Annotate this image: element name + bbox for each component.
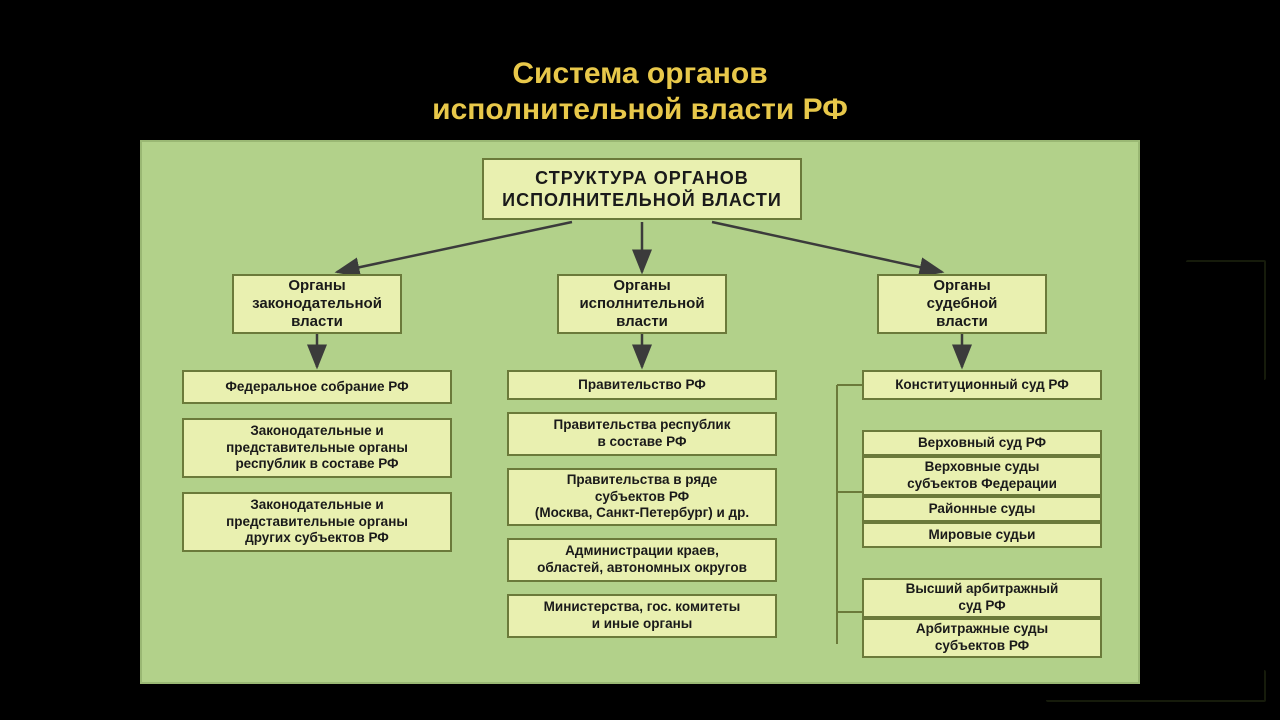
leaf-exec-0: Правительство РФ [507, 370, 777, 400]
branch-executive: Органы исполнительной власти [557, 274, 727, 334]
root-line1: СТРУКТУРА ОРГАНОВ [535, 167, 749, 190]
leaf-exec-4: Министерства, гос. комитеты и иные орган… [507, 594, 777, 638]
slide-title: Система органов исполнительной власти РФ [0, 0, 1280, 136]
leaf-jud-b0: Верховный суд РФ [862, 430, 1102, 456]
title-line-1: Система органов [0, 56, 1280, 92]
leaf-legislative-0: Федеральное собрание РФ [182, 370, 452, 404]
leaf-exec-2: Правительства в ряде субъектов РФ (Москв… [507, 468, 777, 526]
leaf-legislative-1: Законодательные и представительные орган… [182, 418, 452, 478]
leaf-jud-b1: Верховные суды субъектов Федерации [862, 456, 1102, 496]
leaf-legislative-2: Законодательные и представительные орган… [182, 492, 452, 552]
root-line2: ИСПОЛНИТЕЛЬНОЙ ВЛАСТИ [502, 189, 782, 212]
leaf-exec-3: Администрации краев, областей, автономны… [507, 538, 777, 582]
leaf-jud-c0: Высший арбитражный суд РФ [862, 578, 1102, 618]
leaf-jud-b2: Районные суды [862, 496, 1102, 522]
leaf-jud-b3: Мировые судьи [862, 522, 1102, 548]
leaf-jud-c1: Арбитражные суды субъектов РФ [862, 618, 1102, 658]
branch-legislative: Органы законодательной власти [232, 274, 402, 334]
diagram-panel: СТРУКТУРА ОРГАНОВ ИСПОЛНИТЕЛЬНОЙ ВЛАСТИ … [140, 140, 1140, 684]
branch-judicial: Органы судебной власти [877, 274, 1047, 334]
decor-corner [1186, 260, 1266, 380]
root-node: СТРУКТУРА ОРГАНОВ ИСПОЛНИТЕЛЬНОЙ ВЛАСТИ [482, 158, 802, 220]
leaf-jud-a0: Конституционный суд РФ [862, 370, 1102, 400]
leaf-exec-1: Правительства республик в составе РФ [507, 412, 777, 456]
title-line-2: исполнительной власти РФ [0, 92, 1280, 128]
